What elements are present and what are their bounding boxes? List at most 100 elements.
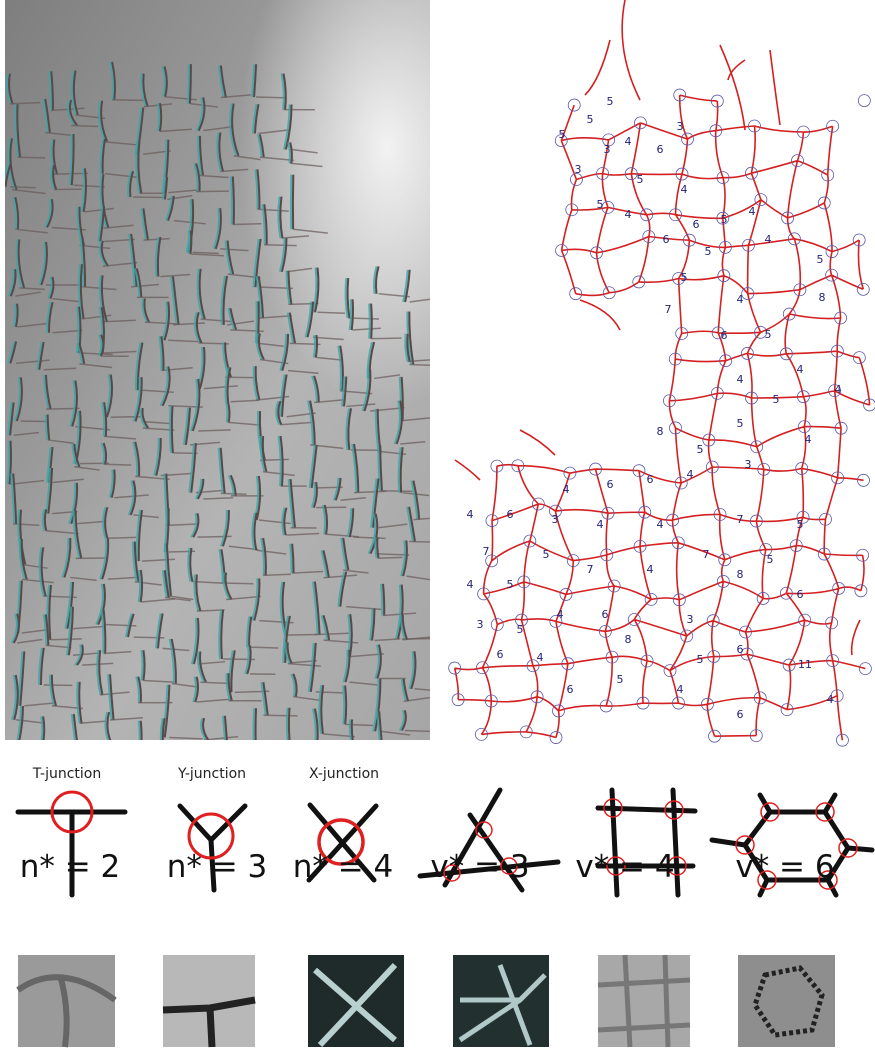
cell-label: 4 (625, 135, 632, 148)
cell-label: 4 (749, 205, 756, 218)
cell-label: 6 (507, 508, 514, 521)
cell-label: 4 (625, 208, 632, 221)
figure: 5553346354546564545548765445485534466446… (0, 0, 875, 1055)
ridge-shadow (377, 557, 402, 558)
cell-label: 7 (703, 548, 710, 561)
cell-label: 3 (745, 458, 752, 471)
ridge-shadow (107, 537, 136, 538)
cell-label: 5 (767, 553, 774, 566)
ridge-shadow (11, 187, 36, 188)
cell-label: 8 (625, 633, 632, 646)
cell-label: 5 (705, 245, 712, 258)
ridge-shadow (379, 757, 405, 760)
cell-label: 4 (563, 483, 570, 496)
cell-label: 5 (697, 653, 704, 666)
cell-label: 5 (721, 213, 728, 226)
dangling-crack (455, 0, 860, 655)
cell-label: 5 (817, 253, 824, 266)
cell-label: 3 (552, 513, 559, 526)
ridge-shadow (141, 650, 142, 680)
cell-label: 5 (543, 548, 550, 561)
cell-label: 8 (737, 568, 744, 581)
ridge (190, 64, 191, 104)
formula: n* = 4 (293, 849, 394, 885)
formula: n* = 2 (20, 849, 121, 885)
cell-label: 4 (681, 183, 688, 196)
formula: v* = 6 (735, 849, 834, 885)
cell-label: 5 (773, 393, 780, 406)
cell-label: 5 (617, 673, 624, 686)
ridge (143, 650, 144, 680)
junction-marker (858, 95, 870, 107)
ridge-shadow (317, 312, 345, 313)
cell-label: 6 (663, 233, 670, 246)
cell-label: 6 (567, 683, 574, 696)
cell-label: 4 (827, 693, 834, 706)
cell-label: 5 (765, 328, 772, 341)
cell-label: 3 (677, 120, 684, 133)
ridge-shadow (284, 634, 317, 635)
cell-label: 5 (797, 518, 804, 531)
cell-label: 3 (477, 618, 484, 631)
cell-label: 4 (467, 578, 474, 591)
cell-label: 6 (693, 218, 700, 231)
ridge-shadow (112, 100, 143, 101)
ridge-shadow (343, 686, 344, 725)
cell-label: 7 (665, 303, 672, 316)
crack-network (449, 0, 875, 746)
ridge-shadow (188, 64, 189, 104)
formula: v* = 4 (575, 849, 674, 885)
cell-label: 4 (597, 518, 604, 531)
ridge-shadow (371, 338, 401, 339)
ridge-shadow (141, 775, 172, 778)
cell-label: 6 (647, 473, 654, 486)
ridge-shadow (43, 758, 78, 760)
junction-label: T-junction (32, 766, 101, 782)
cell-label: 4 (687, 468, 694, 481)
ridge-shadow (71, 125, 98, 126)
ridge-shadow (352, 753, 378, 757)
cell-label: 6 (737, 708, 744, 721)
cell-label: 5 (737, 417, 744, 430)
cell-label: 8 (819, 291, 826, 304)
terrain-photo (4, 0, 447, 778)
cell-label: 4 (647, 563, 654, 576)
ridge-shadow (254, 708, 255, 762)
cell-label: 5 (559, 128, 566, 141)
cell-label: 6 (607, 478, 614, 491)
cell-label: 6 (657, 143, 664, 156)
cell-label: 4 (805, 433, 812, 446)
cell-label: 3 (604, 143, 611, 156)
cell-labels: 5553346354546564545548765445485534466446… (467, 95, 842, 721)
cell-label: 7 (737, 513, 744, 526)
cell-label: 4 (737, 293, 744, 306)
cell-label: 5 (517, 623, 524, 636)
cell-label: 11 (798, 658, 812, 671)
cell-label: 4 (765, 233, 772, 246)
cell-label: 5 (681, 271, 688, 284)
junction-marker (568, 99, 580, 111)
cell-label: 6 (797, 588, 804, 601)
cell-label: 5 (597, 198, 604, 211)
cell-label: 4 (557, 608, 564, 621)
ridge (190, 231, 191, 254)
cell-label: 5 (507, 578, 514, 591)
junction-marker (550, 732, 562, 744)
ridge-shadow (405, 731, 430, 732)
cell-label: 3 (575, 163, 582, 176)
cell-label: 8 (657, 425, 664, 438)
cell-label: 5 (637, 173, 644, 186)
thumbnail-photo (598, 955, 690, 1047)
ridge-shadow (256, 97, 286, 98)
ridge-shadow (193, 252, 219, 253)
ridge-shadow (74, 757, 107, 761)
cell-label: 5 (587, 113, 594, 126)
cell-label: 4 (657, 518, 664, 531)
cell-label: 4 (467, 508, 474, 521)
formula: v* = 3 (430, 849, 529, 885)
ridge (345, 686, 346, 725)
cell-label: 5 (697, 443, 704, 456)
ridge-shadow (380, 491, 412, 492)
formula: n* = 3 (167, 849, 268, 885)
ridge-shadow (233, 224, 261, 225)
